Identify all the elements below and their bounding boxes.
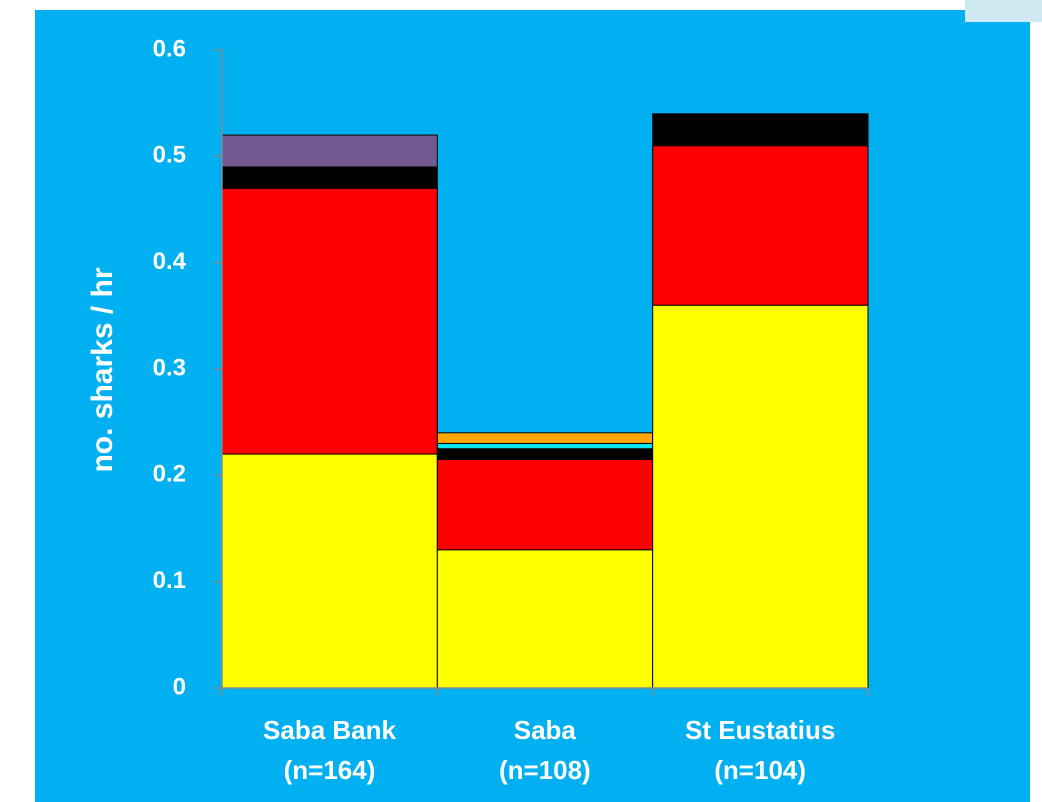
bar-segment (436, 458, 654, 551)
y-tick-label: 0.2 (153, 461, 186, 488)
x-tick-label: Saba Bank (n=164) (263, 715, 396, 785)
bar-segment (221, 166, 438, 189)
bar-segment (436, 448, 654, 460)
bar-segment (221, 187, 438, 455)
bar-segment (652, 145, 869, 306)
bar-segment (652, 304, 869, 689)
bar-segment (221, 134, 438, 168)
y-tick-label: 0.5 (153, 142, 186, 169)
y-tick-label: 0.6 (153, 35, 186, 62)
y-tick-label: 0.1 (153, 567, 186, 594)
bar-segment (436, 549, 654, 689)
y-tick-label: 0.4 (153, 248, 187, 275)
x-tick-label: St Eustatius (n=104) (685, 715, 836, 785)
y-tick-label: 0 (173, 673, 186, 700)
x-tick-label: Saba (n=108) (498, 715, 591, 785)
bar-segment (436, 432, 654, 444)
bar-segment (436, 442, 654, 450)
y-tick-label: 0.3 (153, 354, 186, 381)
bar-segment (652, 113, 869, 147)
corner-decoration (965, 0, 1042, 22)
bar-segment (221, 453, 438, 689)
y-axis-label: no. sharks / hr (86, 267, 119, 472)
